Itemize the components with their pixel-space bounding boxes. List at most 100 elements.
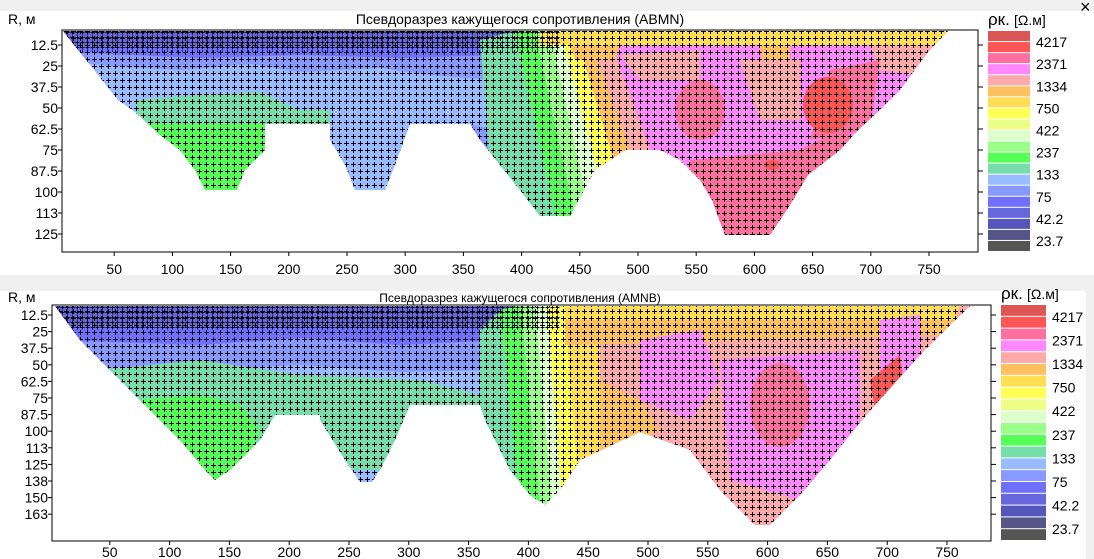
- legend-swatch: [1001, 493, 1046, 505]
- legend-label: 133: [1052, 450, 1076, 466]
- legend-label: 2371: [1036, 56, 1067, 72]
- right-scroll-strip[interactable]: [1086, 291, 1094, 559]
- legend-unit: [Ω.м]: [1027, 286, 1059, 302]
- x-tick-label: 50: [106, 261, 122, 277]
- legend-swatch: [1001, 352, 1046, 363]
- y-tick-label: 25: [32, 324, 48, 340]
- y-tick-label: 25: [42, 58, 58, 74]
- legend-swatch: [988, 163, 1030, 174]
- legend-label: 750: [1036, 100, 1060, 116]
- legend-swatch: [988, 42, 1030, 53]
- legend-label: 237: [1036, 145, 1060, 161]
- legend-unit: [Ω.м]: [1014, 12, 1046, 28]
- legend-swatch: [988, 141, 1030, 152]
- y-tick-label: 125: [35, 226, 59, 242]
- x-tick-label: 400: [517, 544, 541, 559]
- legend-unit-symbol: ρк.: [988, 10, 1010, 29]
- x-tick-label: 350: [457, 544, 481, 559]
- legend-label: 75: [1036, 189, 1052, 205]
- x-tick-label: 50: [102, 544, 118, 559]
- legend-swatch: [1001, 529, 1046, 540]
- x-tick-label: 150: [219, 261, 243, 277]
- legend-swatch: [988, 185, 1030, 196]
- legend-label: 23.7: [1052, 521, 1079, 537]
- panel-amnb: Псевдоразрез кажущегося сопротивления (A…: [8, 284, 1083, 559]
- legend-swatch: [1001, 399, 1046, 411]
- x-tick-label: 250: [337, 544, 361, 559]
- panel-abmn: Псевдоразрез кажущегося сопротивления (A…: [8, 10, 1067, 277]
- plot-border: [51, 304, 992, 542]
- legend-swatch: [988, 196, 1030, 207]
- x-tick-label: 500: [636, 544, 660, 559]
- x-tick-label: 400: [510, 261, 534, 277]
- legend-swatch: [988, 218, 1030, 229]
- x-tick-label: 450: [568, 261, 592, 277]
- x-tick-label: 550: [696, 544, 720, 559]
- y-tick-label: 12.5: [21, 307, 48, 323]
- legend-swatch: [988, 152, 1030, 163]
- y-tick-label: 138: [25, 473, 49, 489]
- y-tick-label: 75: [32, 390, 48, 406]
- y-tick-label: 50: [42, 100, 58, 116]
- x-tick-label: 700: [876, 544, 900, 559]
- x-tick-label: 450: [577, 544, 601, 559]
- legend-label: 42.2: [1052, 498, 1079, 514]
- legend-swatch: [988, 53, 1030, 64]
- legend-swatch: [1001, 517, 1046, 529]
- x-tick-label: 300: [397, 544, 421, 559]
- y-tick-label: 100: [35, 184, 59, 200]
- legend-swatch: [1001, 364, 1046, 375]
- y-tick-label: 113: [26, 440, 49, 456]
- y-tick-label: 150: [25, 490, 49, 506]
- legend-label: 237: [1052, 427, 1076, 443]
- legend-label: 750: [1052, 380, 1076, 396]
- x-tick-label: 700: [859, 261, 883, 277]
- legend-label: 422: [1036, 122, 1060, 138]
- y-tick-label: 87.5: [21, 407, 48, 423]
- chart-title: Псевдоразрез кажущегося сопротивления (A…: [379, 291, 660, 305]
- legend-swatch: [1001, 446, 1046, 458]
- legend-swatch: [988, 119, 1030, 130]
- x-tick-label: 300: [394, 261, 418, 277]
- plot-border: [61, 29, 979, 253]
- y-tick-label: 113: [36, 205, 59, 221]
- legend-swatch: [1001, 387, 1046, 399]
- x-tick-label: 650: [801, 261, 825, 277]
- x-tick-label: 550: [685, 261, 709, 277]
- legend-swatch: [988, 130, 1030, 141]
- y-tick-label: 37.5: [31, 79, 58, 95]
- legend-swatch: [1001, 434, 1046, 446]
- x-tick-label: 600: [756, 544, 780, 559]
- legend-swatch: [988, 229, 1030, 240]
- legend-swatch: [988, 86, 1030, 97]
- legend-swatch: [988, 108, 1030, 119]
- x-tick-label: 200: [277, 261, 301, 277]
- legend-swatch: [1001, 340, 1046, 352]
- legend-swatch: [988, 31, 1030, 42]
- measurement-points-dense: [63, 31, 560, 52]
- x-tick-label: 750: [917, 261, 941, 277]
- legend-swatch: [1001, 305, 1046, 316]
- x-tick-label: 150: [218, 544, 242, 559]
- legend-swatch: [988, 240, 1030, 251]
- legend-label: 42.2: [1036, 211, 1063, 227]
- close-icon[interactable]: ×: [1080, 0, 1091, 17]
- x-tick-label: 100: [161, 261, 185, 277]
- y-axis-label: R, м: [8, 11, 36, 27]
- y-axis-label: R, м: [8, 289, 36, 305]
- y-tick-label: 50: [32, 357, 48, 373]
- y-tick-label: 37.5: [21, 340, 48, 356]
- legend-swatch: [988, 97, 1030, 108]
- legend-label: 2371: [1052, 332, 1083, 348]
- x-tick-label: 750: [935, 544, 959, 559]
- legend-label: 422: [1052, 403, 1076, 419]
- legend-label: 4217: [1052, 309, 1083, 325]
- legend-label: 4217: [1036, 34, 1067, 50]
- y-tick-label: 62.5: [31, 121, 58, 137]
- y-tick-label: 12.5: [31, 37, 58, 53]
- x-tick-label: 250: [335, 261, 359, 277]
- y-tick-label: 100: [25, 423, 49, 439]
- x-tick-label: 500: [626, 261, 650, 277]
- legend-swatch: [988, 75, 1030, 86]
- y-tick-label: 125: [25, 456, 49, 472]
